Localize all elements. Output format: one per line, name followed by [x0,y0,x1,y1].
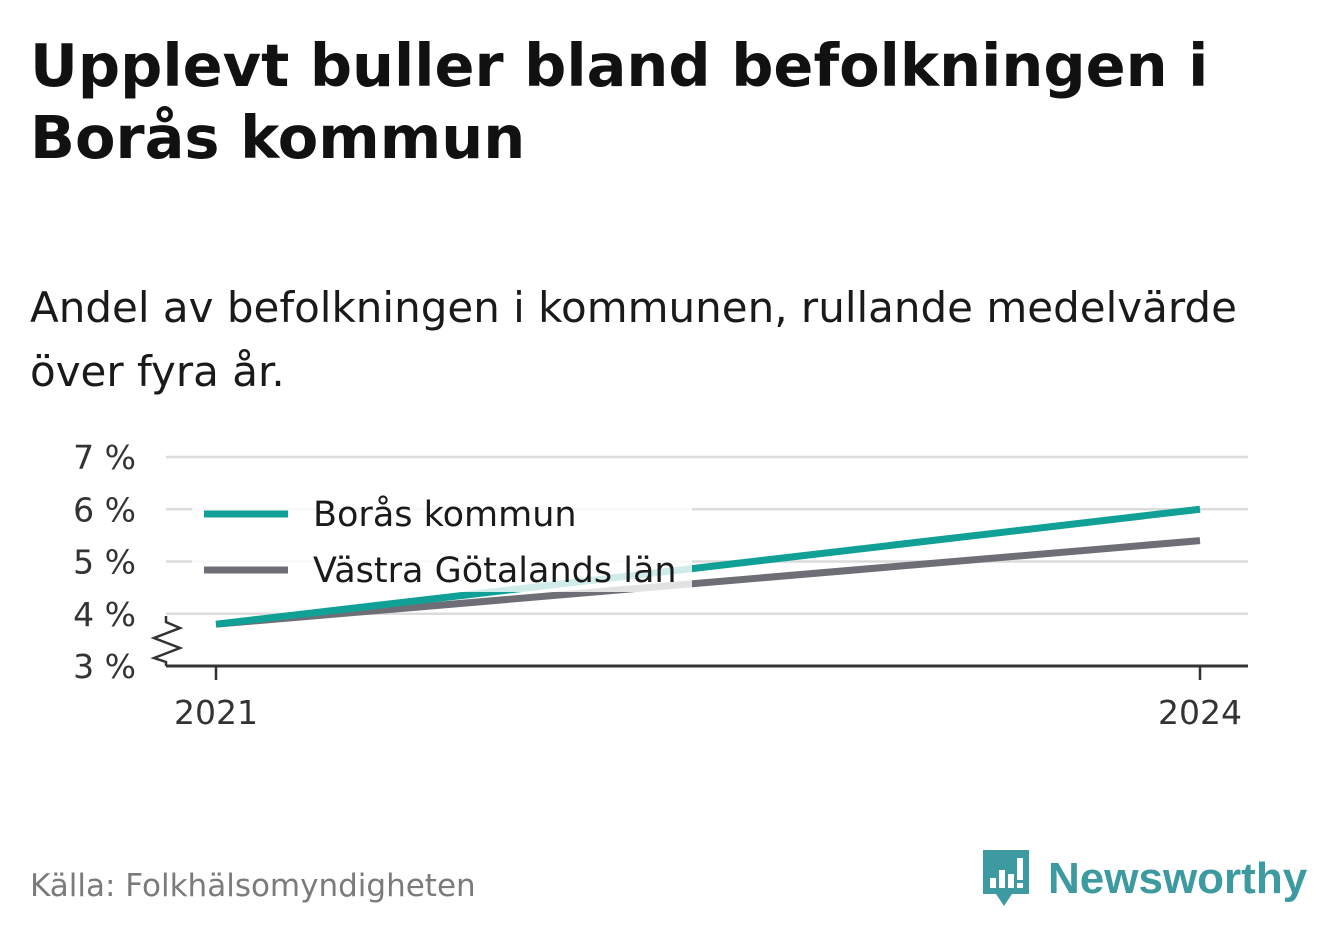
y-tick-label: 6 % [73,490,136,529]
newsworthy-logo: Newsworthy [980,848,1307,910]
bar-chart-speech-bubble-icon [983,850,1029,906]
line-chart: 3 % 4 % 5 % 6 % 7 % 2021 2024 Borås kommun Väs… [73,438,1248,732]
x-tick-label: 2021 [174,693,258,732]
y-tick-label: 3 % [73,647,136,686]
y-tick-label: 5 % [73,543,136,582]
legend-label: Västra Götalands län [313,551,677,591]
y-axis-break-marker [150,616,184,666]
axes [150,616,1248,668]
x-axis-ticks: 2021 2024 [174,666,1242,732]
series-line [215,537,1201,628]
x-tick-label: 2024 [1158,693,1242,732]
legend-label: Borås kommun [313,494,577,535]
y-axis-ticks: 3 % 4 % 5 % 6 % 7 % [73,438,136,686]
series-line [215,505,1201,628]
y-tick-label: 7 % [73,438,136,477]
y-tick-label: 4 % [73,595,136,634]
series-lines [215,505,1201,628]
legend: Borås kommun Västra Götalands län [192,482,692,592]
brand-name: Newsworthy [1048,854,1308,903]
legend-background [192,482,692,592]
source-note: Källa: Folkhälsomyndigheten [30,868,476,904]
chart-subtitle: Andel av befolkningen i kommunen, rullan… [30,283,1237,396]
chart-title: Upplevt buller bland befolkningen i Borå… [30,31,1209,172]
